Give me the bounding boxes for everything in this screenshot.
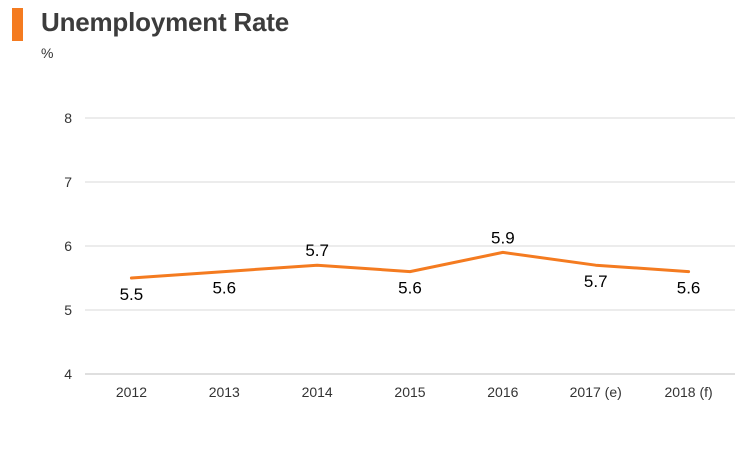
x-tick-label: 2012 <box>116 384 147 400</box>
data-label: 5.7 <box>305 241 329 260</box>
data-label: 5.9 <box>491 228 515 247</box>
y-tick-label: 5 <box>64 302 72 318</box>
data-label: 5.6 <box>398 279 422 298</box>
x-tick-label: 2017 (e) <box>570 384 622 400</box>
x-tick-label: 2013 <box>209 384 240 400</box>
title-accent-bar <box>12 8 23 41</box>
y-tick-label: 7 <box>64 174 72 190</box>
data-label: 5.6 <box>212 279 236 298</box>
y-tick-label: 8 <box>64 110 72 126</box>
y-tick-label: 6 <box>64 238 72 254</box>
y-axis-unit: % <box>41 45 54 61</box>
data-label: 5.6 <box>677 279 701 298</box>
x-tick-label: 2015 <box>394 384 425 400</box>
data-label: 5.5 <box>120 285 144 304</box>
chart-title: Unemployment Rate <box>41 7 289 37</box>
y-tick-label: 4 <box>64 366 72 382</box>
data-label: 5.7 <box>584 272 608 291</box>
x-tick-label: 2016 <box>487 384 518 400</box>
x-tick-label: 2014 <box>302 384 333 400</box>
x-tick-label: 2018 (f) <box>664 384 712 400</box>
